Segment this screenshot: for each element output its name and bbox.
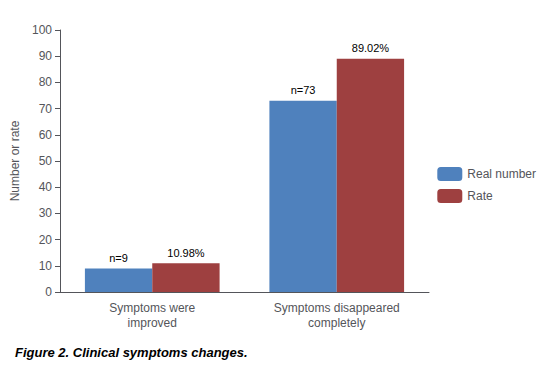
svg-text:80: 80 xyxy=(39,75,53,89)
svg-text:10.98%: 10.98% xyxy=(167,247,205,259)
svg-text:40: 40 xyxy=(39,180,53,194)
svg-text:50: 50 xyxy=(39,154,53,168)
svg-text:0: 0 xyxy=(45,285,52,299)
svg-text:improved: improved xyxy=(128,316,177,330)
svg-text:Symptoms were: Symptoms were xyxy=(109,301,195,315)
svg-text:completely: completely xyxy=(308,316,365,330)
svg-text:Real number: Real number xyxy=(467,167,536,181)
svg-text:89.02%: 89.02% xyxy=(352,42,390,54)
svg-text:30: 30 xyxy=(39,206,53,220)
svg-text:90: 90 xyxy=(39,49,53,63)
svg-text:20: 20 xyxy=(39,233,53,247)
svg-text:Figure 2. Clinical symptoms ch: Figure 2. Clinical symptoms changes. xyxy=(15,345,248,360)
svg-text:10: 10 xyxy=(39,259,53,273)
svg-text:n=73: n=73 xyxy=(291,84,316,96)
svg-text:Rate: Rate xyxy=(467,189,493,203)
svg-text:Number or rate: Number or rate xyxy=(8,120,22,201)
svg-text:70: 70 xyxy=(39,102,53,116)
svg-text:100: 100 xyxy=(32,23,52,37)
svg-text:n=9: n=9 xyxy=(109,252,128,264)
svg-text:Symptoms disappeared: Symptoms disappeared xyxy=(274,301,400,315)
svg-text:60: 60 xyxy=(39,128,53,142)
